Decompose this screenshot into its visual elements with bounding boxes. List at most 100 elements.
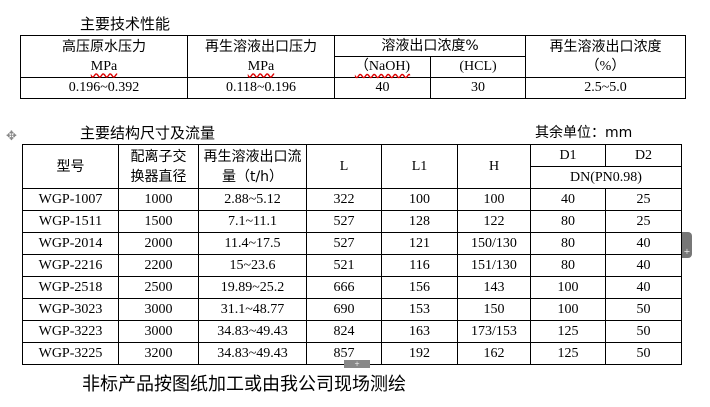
header-cell: 再生溶液出口压力 MPa: [187, 35, 335, 78]
table-cell: 2.88~5.12: [198, 188, 307, 211]
performance-table: 高压原水压力 MPa 再生溶液出口压力 MPa 溶液出口浓度% 再生溶液出口浓度 （%…: [20, 35, 686, 99]
table-cell: 322: [306, 188, 382, 211]
table-cell: 690: [306, 298, 382, 321]
table-cell: 40: [605, 254, 682, 277]
table-cell: 143: [457, 276, 531, 299]
header-cell: 高压原水压力 MPa: [20, 35, 188, 78]
value-cell: 0.118~0.196: [187, 77, 335, 99]
table-cell: 25: [605, 210, 682, 233]
header-cell: 配离子交换器直径: [118, 144, 199, 189]
table-cell: 3000: [118, 320, 199, 343]
header-cell: DN(PN0.98): [530, 166, 682, 189]
header-cell: H: [457, 144, 531, 189]
table-row: WGP-3225 3200 34.83~49.43 857 192 162 125 50: [22, 342, 682, 365]
table-cell: 40: [530, 188, 606, 211]
table-cell: 122: [457, 210, 531, 233]
table-cell: WGP-2014: [22, 232, 119, 255]
table-cell: 121: [381, 232, 458, 255]
table-cell: 50: [605, 298, 682, 321]
table-cell: 80: [530, 254, 606, 277]
table-cell: 151/130: [457, 254, 531, 277]
table-cell: 80: [530, 210, 606, 233]
table-cell: 666: [306, 276, 382, 299]
table-cell: 34.83~49.43: [198, 320, 307, 343]
table-cell: 11.4~17.5: [198, 232, 307, 255]
table-row: WGP-1007 1000 2.88~5.12 322 100 100 40 25: [22, 188, 682, 211]
perf-title: 主要技术性能: [80, 15, 171, 33]
table-cell: 2500: [118, 276, 199, 299]
table-cell: 40: [605, 232, 682, 255]
header-cell: 再生溶液出口流量（t/h）: [198, 144, 307, 189]
table-cell: 527: [306, 210, 382, 233]
table-cell: 50: [605, 342, 682, 365]
table-row: WGP-2216 2200 15~23.6 521 116 151/130 80 40: [22, 254, 682, 277]
add-column-button[interactable]: +: [682, 232, 692, 258]
value-cell: 30: [430, 77, 526, 99]
dimensions-table: 型号 配离子交换器直径 再生溶液出口流量（t/h） L L1 H D1 D2 D…: [22, 144, 682, 365]
table-cell: WGP-3223: [22, 320, 119, 343]
table-cell: 162: [457, 342, 531, 365]
table-cell: 100: [381, 188, 458, 211]
table-cell: 153: [381, 298, 458, 321]
header-cell: D1: [530, 144, 606, 167]
table-cell: WGP-3023: [22, 298, 119, 321]
unit-note: 其余单位：mm: [535, 125, 633, 141]
table-cell: WGP-1007: [22, 188, 119, 211]
table-cell: WGP-1511: [22, 210, 119, 233]
table-row: WGP-3223 3000 34.83~49.43 824 163 173/153 125 5…: [22, 320, 682, 343]
table-cell: 156: [381, 276, 458, 299]
table-cell: 3200: [118, 342, 199, 365]
header-cell: L: [306, 144, 382, 189]
table-cell: 40: [605, 276, 682, 299]
header-cell: L1: [381, 144, 458, 189]
table-cell: 527: [306, 232, 382, 255]
table-cell: 100: [457, 188, 531, 211]
table-row: WGP-2518 2500 19.89~25.2 666 156 143 100 40: [22, 276, 682, 299]
table-cell: WGP-2518: [22, 276, 119, 299]
table-cell: 100: [530, 298, 606, 321]
table-cell: 1000: [118, 188, 199, 211]
footer-note: 非标产品按图纸加工或由我公司现场测绘: [82, 374, 406, 395]
table-cell: 1500: [118, 210, 199, 233]
table-cell: 34.83~49.43: [198, 342, 307, 365]
table-row: WGP-2014 2000 11.4~17.5 527 121 150/130 80 40: [22, 232, 682, 255]
table-cell: 2000: [118, 232, 199, 255]
header-cell: （NaOH): [334, 56, 431, 78]
table-cell: 192: [381, 342, 458, 365]
table-cell: 128: [381, 210, 458, 233]
table-cell: 25: [605, 188, 682, 211]
table-row: WGP-1511 1500 7.1~11.1 527 128 122 80 25: [22, 210, 682, 233]
table-cell: 7.1~11.1: [198, 210, 307, 233]
table-cell: 15~23.6: [198, 254, 307, 277]
dims-title: 主要结构尺寸及流量: [80, 124, 216, 142]
table-row: WGP-3023 3000 31.1~48.77 690 153 150 100 50: [22, 298, 682, 321]
value-cell: 40: [334, 77, 431, 99]
table-cell: 125: [530, 342, 606, 365]
table-cell: 173/153: [457, 320, 531, 343]
table-cell: 31.1~48.77: [198, 298, 307, 321]
table-cell: 116: [381, 254, 458, 277]
table-cell: 80: [530, 232, 606, 255]
table-cell: 150/130: [457, 232, 531, 255]
table-cell: WGP-2216: [22, 254, 119, 277]
header-cell: (HCL): [430, 56, 526, 78]
table-cell: 19.89~25.2: [198, 276, 307, 299]
add-row-button[interactable]: +: [344, 359, 370, 369]
value-cell: 2.5~5.0: [525, 77, 686, 99]
table-cell: 50: [605, 320, 682, 343]
header-cell: 型号: [22, 144, 119, 189]
plus-icon: +: [683, 246, 691, 258]
header-cell: 溶液出口浓度%: [334, 35, 526, 57]
table-cell: 3000: [118, 298, 199, 321]
header-cell: D2: [605, 144, 682, 167]
table-cell: 2200: [118, 254, 199, 277]
table-cell: 521: [306, 254, 382, 277]
table-cell: WGP-3225: [22, 342, 119, 365]
move-handle-icon[interactable]: ✥: [6, 128, 17, 143]
table-cell: 100: [530, 276, 606, 299]
table-cell: 163: [381, 320, 458, 343]
value-cell: 0.196~0.392: [20, 77, 188, 99]
plus-icon: +: [354, 359, 360, 369]
header-cell: 再生溶液出口浓度 （%）: [525, 35, 686, 78]
table-cell: 125: [530, 320, 606, 343]
